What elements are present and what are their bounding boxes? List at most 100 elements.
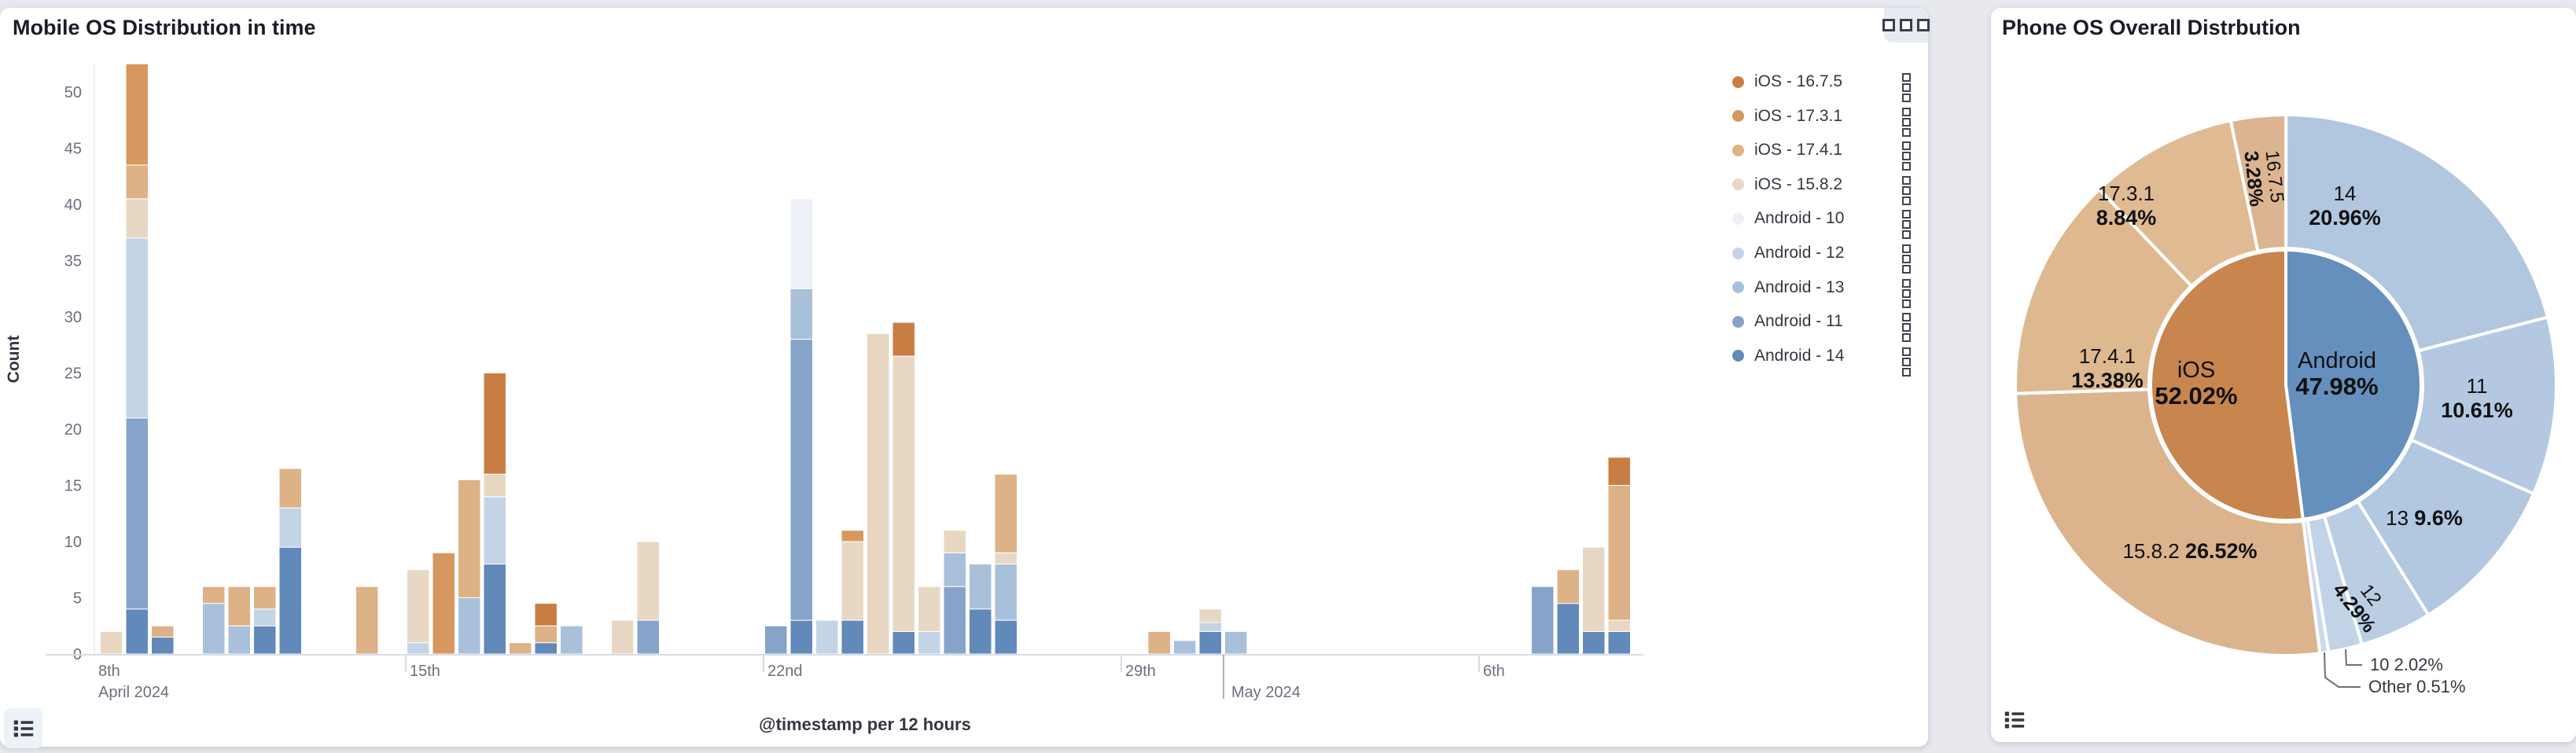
bar-segment-ios1675[interactable] [483,373,506,475]
legend-item-ios1741[interactable]: iOS - 17.4.1 [1722,138,1928,171]
bar-segment-a10[interactable] [789,198,813,289]
bar-segment-a14[interactable] [1198,630,1222,655]
bar-segment-a13[interactable] [560,625,583,655]
legend-item-ios1731[interactable]: iOS - 17.3.1 [1722,105,1928,137]
bar-segment-ios1741[interactable] [994,473,1018,553]
bar-segment-ios1741[interactable] [151,625,175,638]
bar-segment-a14[interactable] [534,642,558,655]
bar-segment-a12[interactable] [815,619,839,655]
bar-segment-ios1582[interactable] [867,332,890,655]
bar-segment-ios1582[interactable] [125,198,149,239]
bar-segment-a11[interactable] [636,619,660,655]
bar-segment-a14[interactable] [1607,630,1631,655]
slice-outer-14[interactable] [2284,113,2549,353]
bar-segment-ios1582[interactable] [918,586,941,632]
bar-segment-a12[interactable] [483,496,506,565]
bar-segment-ios1741[interactable] [253,586,277,610]
bar-segment-a13[interactable] [789,288,813,340]
legend-item-a10[interactable]: Android - 10 [1722,207,1928,240]
bar-segment-a11[interactable] [943,586,966,655]
bar-segment-ios1741[interactable] [1556,569,1580,604]
legend-item-ios1675[interactable]: iOS - 16.7.5 [1722,70,1928,102]
bar-segment-ios1741[interactable] [355,586,379,655]
bar-segment-ios1582[interactable] [1198,608,1222,623]
slice-inner-ios[interactable] [2149,248,2305,522]
bar-segment-ios1741[interactable] [509,642,532,655]
legend-toggle-button[interactable] [4,708,42,748]
bar-segment-a13[interactable] [1173,640,1197,655]
bar-segment-a14[interactable] [1556,603,1580,655]
bar-segment-a14[interactable] [483,564,506,655]
bar-segment-ios1741[interactable] [278,468,302,509]
bar-segment-ios1675[interactable] [534,603,558,626]
slice-outer-15-8-2[interactable] [2014,388,2322,657]
bar-segment-ios1741[interactable] [202,586,226,604]
legend-item-ios1582[interactable]: iOS - 15.8.2 [1722,173,1928,205]
bar-segment-ios1741[interactable] [125,164,149,200]
bar-segment-ios1582[interactable] [611,619,635,655]
bar-segment-ios1675[interactable] [892,321,915,357]
legend-item-menu-button[interactable] [1901,72,1912,104]
bar-segment-ios1741[interactable] [534,625,558,644]
bar-segment-a14[interactable] [841,619,864,655]
bar-segment-ios1731[interactable] [432,552,455,655]
bar-segment-ios1675[interactable] [1607,457,1631,486]
slice-outer-16-7-5[interactable] [2228,112,2288,253]
bar-segment-a11[interactable] [1531,586,1555,655]
bar-segment-a12[interactable] [407,642,430,655]
bar-segment-a13[interactable] [994,564,1018,621]
bar-segment-a14[interactable] [1582,630,1606,655]
bar-segment-ios1582[interactable] [100,630,123,655]
bar-segment-a14[interactable] [278,546,302,655]
bar-segment-ios1582[interactable] [892,355,915,632]
legend-item-menu-button[interactable] [1901,277,1912,310]
bar-segment-a14[interactable] [125,608,149,655]
bar-segment-a14[interactable] [994,619,1018,655]
bar-segment-a13[interactable] [969,564,992,610]
legend-item-a11[interactable]: Android - 11 [1722,310,1928,343]
bar-segment-a14[interactable] [253,625,277,655]
legend-item-menu-button[interactable] [1901,140,1912,172]
legend-item-a13[interactable]: Android - 13 [1722,276,1928,308]
bar-segment-ios1582[interactable] [1582,546,1606,632]
bar-segment-a11[interactable] [789,339,813,621]
bar-segment-ios1741[interactable] [458,479,481,598]
bar-segment-a12[interactable] [125,237,149,419]
bar-segment-ios1741[interactable] [1147,630,1171,655]
bar-segment-ios1731[interactable] [125,63,149,166]
bar-segment-ios1582[interactable] [1607,619,1631,632]
legend-item-menu-button[interactable] [1901,174,1912,207]
bar-segment-a13[interactable] [943,552,966,587]
bar-segment-a12[interactable] [278,507,302,548]
legend-item-menu-button[interactable] [1901,106,1912,138]
bar-segment-ios1582[interactable] [841,541,864,621]
bar-segment-a13[interactable] [458,597,481,655]
legend-item-a12[interactable]: Android - 12 [1722,241,1928,274]
legend-item-menu-button[interactable] [1901,208,1912,241]
legend-toggle-button[interactable] [1999,704,2030,736]
bar-segment-ios1741[interactable] [227,586,251,626]
bar-segment-a13[interactable] [1224,630,1248,655]
bar-segment-a13[interactable] [227,625,251,655]
legend-item-menu-button[interactable] [1901,311,1912,343]
slice-inner-android[interactable] [2284,248,2423,521]
bar-segment-ios1582[interactable] [407,569,430,644]
bar-segment-a14[interactable] [789,619,813,655]
bar-segment-a12[interactable] [1198,622,1222,632]
bar-segment-a11[interactable] [125,417,149,610]
bar-segment-a14[interactable] [151,637,175,655]
bar-segment-ios1582[interactable] [994,552,1018,565]
bar-segment-a14[interactable] [892,630,915,655]
bar-segment-a12[interactable] [918,630,941,655]
bar-segment-ios1731[interactable] [841,530,864,542]
legend-item-menu-button[interactable] [1901,346,1912,378]
bar-segment-a12[interactable] [253,608,277,626]
bar-segment-ios1741[interactable] [1607,485,1631,621]
legend-item-a14[interactable]: Android - 14 [1722,344,1928,376]
bar-segment-ios1582[interactable] [636,541,660,621]
bar-segment-a13[interactable] [202,603,226,655]
bar-segment-ios1582[interactable] [483,473,506,498]
bar-segment-a11[interactable] [764,625,788,655]
bar-segment-ios1582[interactable] [943,530,966,553]
bar-segment-a14[interactable] [969,608,992,655]
